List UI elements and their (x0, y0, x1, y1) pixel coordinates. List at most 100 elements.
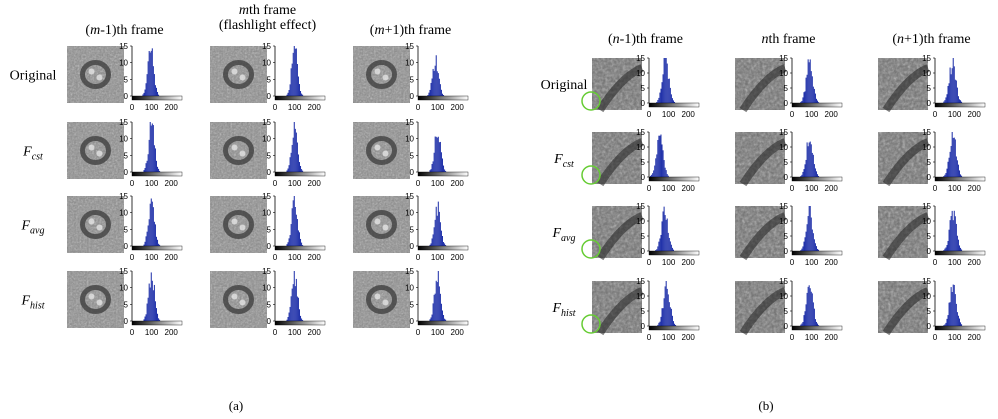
x-tick-label: 0 (130, 328, 135, 337)
y-tick-label: 0 (784, 99, 789, 108)
histogram-bar (669, 241, 671, 251)
y-tick-label: 15 (779, 128, 788, 137)
histogram-bar (807, 146, 809, 177)
y-tick-label: 0 (927, 99, 932, 108)
histogram-bar (665, 170, 667, 177)
histogram-bar (958, 99, 960, 103)
histogram-bar (818, 175, 820, 177)
histogram-bar (439, 293, 441, 321)
histogram-bar (432, 161, 434, 172)
histogram-bar (807, 216, 809, 251)
flash-marker-circle (581, 314, 601, 334)
histogram-bar (809, 206, 811, 251)
histogram-bar (444, 318, 446, 321)
y-tick-label: 15 (262, 192, 271, 201)
histogram-bar (437, 201, 439, 246)
histogram-bar (660, 134, 662, 177)
histogram-bar (432, 68, 434, 96)
histogram-bar (292, 52, 294, 96)
histogram-bar (658, 97, 660, 103)
x-tick-label: 200 (825, 333, 839, 342)
x-tick-label: 100 (805, 258, 819, 267)
column-title: mth frame (239, 3, 296, 18)
histogram-bar (146, 231, 148, 246)
histogram-bar (441, 158, 443, 172)
x-tick-label: 0 (790, 258, 795, 267)
histogram-bar (951, 132, 953, 177)
histogram-bar (436, 71, 438, 96)
y-tick-label: 0 (927, 322, 932, 331)
histogram-bar (290, 296, 292, 321)
histogram-bar (804, 91, 806, 103)
histogram-bar (657, 246, 659, 251)
y-tick-label: 5 (641, 158, 646, 167)
histogram-bar (952, 137, 954, 177)
histogram-bar (943, 101, 945, 103)
y-tick-label: 0 (124, 168, 129, 177)
histogram-bar (441, 93, 443, 96)
x-tick-label: 100 (145, 253, 159, 262)
y-tick-label: 0 (267, 317, 272, 326)
y-tick-label: 15 (119, 118, 128, 127)
histogram-bar (291, 288, 293, 321)
histogram-bar (155, 87, 157, 96)
x-tick-label: 200 (825, 110, 839, 119)
histogram-bar (143, 92, 145, 96)
y-tick-label: 10 (636, 292, 645, 301)
histogram-bar (818, 325, 820, 326)
histogram: 0 5 10 15 0 100 200 (405, 42, 469, 112)
histogram: 0 5 10 15 0 100 200 (636, 202, 700, 267)
histogram-bar (154, 148, 156, 172)
histogram-bar (289, 235, 291, 246)
histogram-bar (289, 157, 291, 172)
x-tick-label: 100 (288, 103, 302, 112)
y-tick-label: 10 (119, 284, 128, 293)
histogram-bar (157, 313, 159, 321)
histogram-bar (144, 241, 146, 246)
histogram-bar (664, 215, 666, 251)
y-tick-label: 0 (124, 92, 129, 101)
x-tick-label: 0 (273, 253, 278, 262)
histogram-bar (653, 170, 655, 177)
y-tick-label: 15 (405, 267, 414, 276)
histogram-bar (434, 136, 436, 172)
histogram-bar (668, 302, 670, 326)
histogram-bar (431, 238, 433, 246)
histogram-bar (671, 247, 673, 251)
frame-thumbnail (210, 122, 267, 179)
histogram-bar (430, 82, 432, 96)
x-tick-label: 100 (948, 258, 962, 267)
histogram-bar (947, 85, 949, 103)
histogram-bar (943, 325, 945, 326)
y-tick-label: 0 (784, 247, 789, 256)
y-tick-label: 10 (779, 217, 788, 226)
y-tick-label: 15 (779, 54, 788, 63)
histogram-bar (145, 236, 147, 246)
histogram-bar (294, 48, 296, 96)
histogram-bar (800, 175, 802, 177)
histogram-bar (145, 163, 147, 172)
frame-thumbnail (67, 122, 124, 179)
x-tick-label: 100 (662, 333, 676, 342)
histogram-bar (944, 100, 946, 103)
histogram-bar (287, 316, 289, 321)
histogram-bar (944, 324, 946, 326)
y-tick-label: 0 (641, 99, 646, 108)
x-tick-label: 100 (662, 258, 676, 267)
histogram-bar (960, 174, 962, 177)
histogram: 0 5 10 15 0 100 200 (262, 267, 326, 337)
histogram-bar (149, 52, 151, 96)
histogram-bar (432, 234, 434, 246)
histogram-bar (804, 311, 806, 326)
histogram-bar (150, 272, 152, 321)
histogram-bar (960, 322, 962, 326)
y-tick-label: 15 (262, 267, 271, 276)
y-tick-label: 0 (410, 92, 415, 101)
histogram-bar (957, 239, 959, 251)
y-tick-label: 5 (641, 232, 646, 241)
y-tick-label: 15 (119, 42, 128, 51)
x-tick-label: 0 (933, 258, 938, 267)
histogram-bar (293, 46, 295, 96)
histogram-bar (813, 239, 815, 251)
histogram-bar (147, 225, 149, 246)
